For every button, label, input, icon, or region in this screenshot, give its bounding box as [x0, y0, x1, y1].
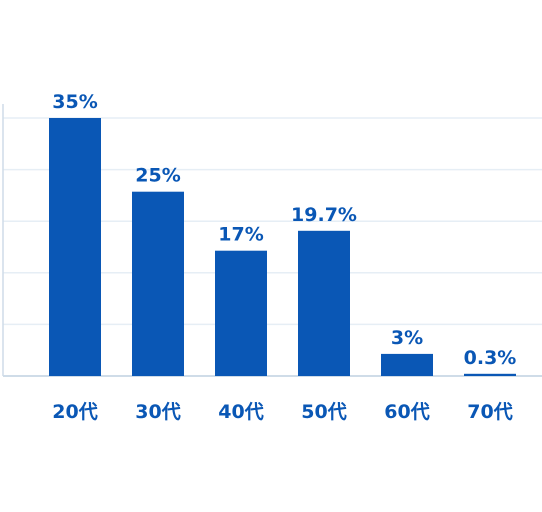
bar — [215, 250, 267, 376]
bar — [464, 373, 516, 376]
category-tick-label: 30代 — [135, 401, 180, 423]
bars — [49, 118, 516, 376]
category-tick-labels: 20代 30代 40代 50代 60代 70代 — [52, 401, 512, 423]
category-tick-label: 50代 — [301, 401, 346, 423]
bar — [49, 118, 101, 376]
data-label: 19.7% — [291, 204, 357, 226]
data-label: 3% — [391, 327, 423, 349]
category-tick-label: 40代 — [218, 401, 263, 423]
category-tick-label: 70代 — [467, 401, 512, 423]
bar — [132, 191, 184, 376]
bar — [298, 230, 350, 376]
data-label: 35% — [52, 91, 97, 113]
category-tick-label: 60代 — [384, 401, 429, 423]
data-label: 25% — [135, 165, 180, 187]
bar — [381, 353, 433, 376]
data-label: 0.3% — [464, 347, 517, 369]
data-label: 17% — [218, 224, 263, 246]
category-tick-label: 20代 — [52, 401, 97, 423]
data-labels: 35% 25% 17% 19.7% 3% 0.3% — [52, 91, 516, 369]
